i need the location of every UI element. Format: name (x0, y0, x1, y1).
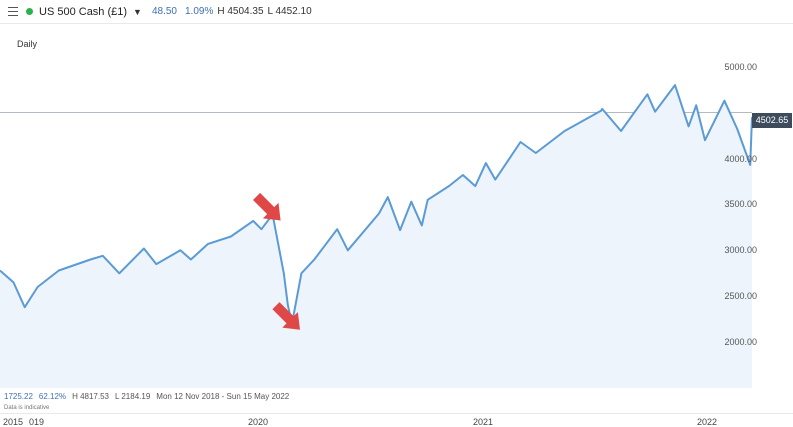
price-change: 48.50 (151, 6, 177, 17)
y-tick-label: 2500.00 (724, 291, 757, 302)
session-high: H 4504.35 (217, 6, 264, 17)
instrument-header: US 500 Cash (£1) ▼ 48.50 1.09% H 4504.35… (0, 0, 793, 24)
y-tick-label: 4000.00 (724, 153, 757, 164)
y-tick-label: 3000.00 (724, 245, 757, 256)
y-tick-label: 3500.00 (724, 199, 757, 210)
session-low: L 4452.10 (267, 6, 312, 17)
x-tick-label: 2020 (247, 417, 269, 427)
x-tick-label: 2015 (3, 417, 24, 427)
price-change-percent: 1.09% (185, 6, 214, 17)
price-chart[interactable] (0, 25, 793, 413)
annotation-arrow-1 (253, 192, 281, 221)
x-tick-label: 019 (29, 417, 45, 427)
range-low: L 2184.19 (114, 392, 151, 401)
range-change-percent: 62.12% (38, 392, 67, 401)
x-tick-label: 2022 (696, 417, 718, 427)
instrument-name[interactable]: US 500 Cash (£1) (39, 5, 128, 18)
x-axis[interactable]: 2015 019 2020 2021 2022 (0, 413, 793, 427)
range-high: H 4817.53 (72, 392, 109, 401)
current-price-badge: 4502.65 (752, 113, 792, 128)
range-change: 1725.22 (4, 392, 33, 401)
x-tick-label: 2021 (472, 417, 494, 427)
hamburger-menu-icon[interactable] (8, 7, 18, 16)
y-tick-label: 5000.00 (724, 61, 757, 72)
date-range: Mon 12 Nov 2018 - Sun 15 May 2022 (156, 392, 290, 401)
range-stats: 1725.22 62.12% H 4817.53 L 2184.19 Mon 1… (4, 392, 289, 401)
data-disclaimer: Data is indicative (4, 405, 50, 411)
market-status-icon (26, 8, 33, 15)
y-tick-label: 2000.00 (724, 337, 757, 348)
timeframe-label[interactable]: Daily (17, 39, 38, 49)
price-area-fill (0, 85, 752, 388)
annotation-arrow-2 (272, 302, 300, 330)
caret-down-icon[interactable]: ▼ (133, 6, 142, 17)
price-series-line (0, 84, 753, 325)
